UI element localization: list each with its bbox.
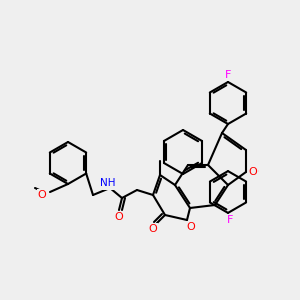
- Text: O: O: [249, 167, 257, 177]
- Text: F: F: [225, 70, 231, 80]
- Text: O: O: [187, 222, 195, 232]
- Text: O: O: [148, 224, 158, 234]
- Text: NH: NH: [100, 178, 116, 188]
- Text: O: O: [115, 212, 123, 222]
- Text: O: O: [38, 190, 46, 200]
- Text: F: F: [227, 215, 233, 225]
- Text: F: F: [225, 70, 231, 80]
- Text: O: O: [38, 190, 46, 200]
- Text: O: O: [186, 223, 194, 233]
- Text: NH: NH: [100, 179, 116, 189]
- Text: O: O: [250, 167, 258, 177]
- Text: O: O: [115, 212, 123, 222]
